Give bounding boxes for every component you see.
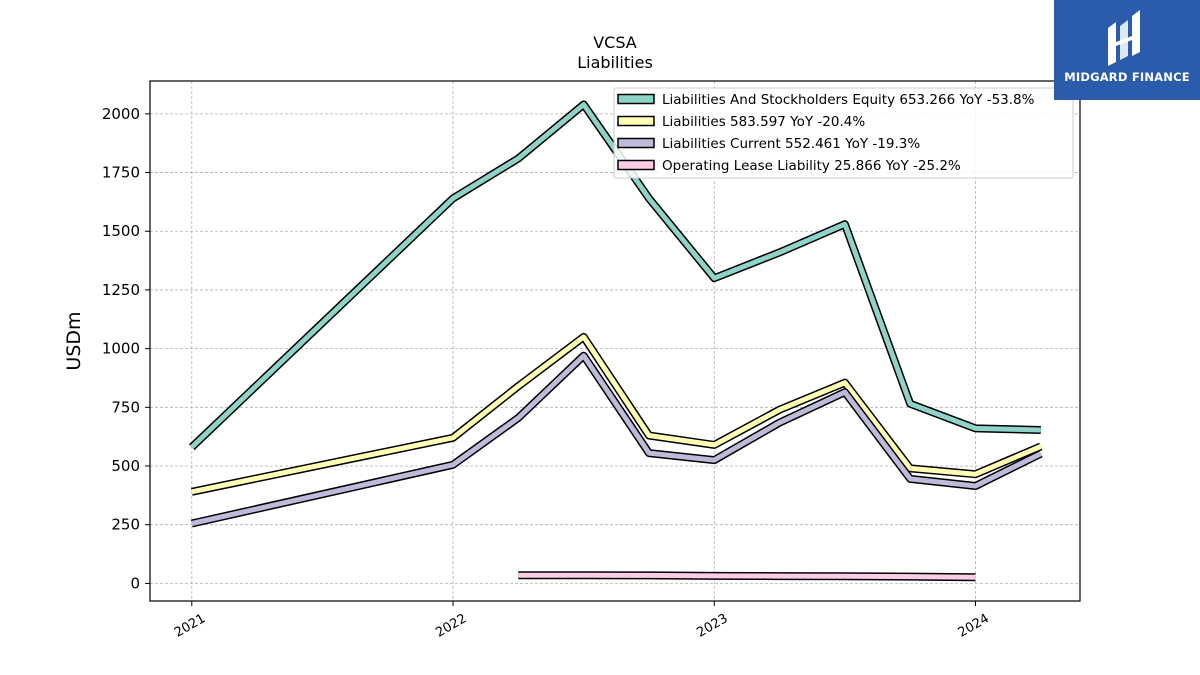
legend-label: Liabilities 583.597 YoY -20.4% xyxy=(662,114,865,130)
legend-label: Liabilities Current 552.461 YoY -19.3% xyxy=(662,136,920,152)
series-line-fill xyxy=(518,572,976,580)
x-tick-label: 2024 xyxy=(956,611,992,641)
series-line xyxy=(518,571,976,582)
x-tick-label: 2022 xyxy=(433,611,469,641)
x-tick-label: 2021 xyxy=(172,611,208,641)
legend-swatch xyxy=(617,137,655,149)
y-tick-label: 0 xyxy=(130,574,140,592)
x-tick-label: 2023 xyxy=(694,611,730,641)
series-line xyxy=(189,100,1041,451)
logo-text: MIDGARD FINANCE xyxy=(1064,70,1190,84)
legend-swatch xyxy=(617,115,655,127)
legend-label: Operating Lease Liability 25.866 YoY -25… xyxy=(662,158,961,174)
chart-title: VCSA xyxy=(593,33,637,52)
legend-swatch xyxy=(617,159,655,171)
y-axis-label: USDm xyxy=(63,311,85,370)
legend-swatch xyxy=(617,93,655,105)
y-tick-label: 1000 xyxy=(102,340,140,358)
legend-box xyxy=(613,87,1074,179)
legend-label: Liabilities And Stockholders Equity 653.… xyxy=(662,92,1035,108)
y-tick-label: 1250 xyxy=(102,281,140,299)
series-lines xyxy=(189,100,1043,582)
chart-subtitle: Liabilities xyxy=(577,53,653,72)
midgard-finance-logo: MIDGARD FINANCE xyxy=(1054,0,1200,100)
y-tick-label: 500 xyxy=(111,457,140,475)
y-tick-label: 1500 xyxy=(102,222,140,240)
series-line xyxy=(190,332,1043,496)
axis-ticks: 2021 2022 2023 2024 0 250 500 750 1000 1250 1500 17… xyxy=(102,105,992,641)
legend: Liabilities And Stockholders Equity 653.… xyxy=(613,87,1074,179)
series-line xyxy=(190,351,1043,528)
y-tick-label: 750 xyxy=(111,398,140,416)
y-tick-label: 1750 xyxy=(102,164,140,182)
y-tick-label: 250 xyxy=(111,516,140,534)
plot-frame xyxy=(149,80,1081,602)
logo-mark-icon xyxy=(1108,10,1140,66)
y-tick-label: 2000 xyxy=(102,105,140,123)
